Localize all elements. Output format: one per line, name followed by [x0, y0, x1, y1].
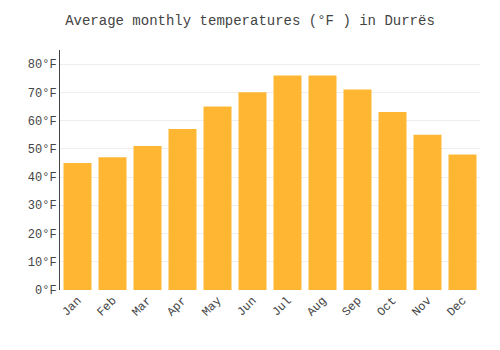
svg-text:May: May [199, 294, 224, 319]
svg-text:Feb: Feb [94, 294, 119, 319]
svg-text:50°F: 50°F [28, 143, 57, 157]
svg-text:10°F: 10°F [28, 256, 57, 270]
svg-text:30°F: 30°F [28, 199, 57, 213]
svg-text:Dec: Dec [444, 294, 469, 319]
svg-text:20°F: 20°F [28, 228, 57, 242]
svg-text:Aug: Aug [304, 294, 329, 319]
svg-text:Sep: Sep [339, 294, 364, 319]
svg-text:Oct: Oct [374, 294, 399, 319]
svg-text:70°F: 70°F [28, 87, 57, 101]
svg-text:Apr: Apr [164, 294, 189, 319]
svg-text:80°F: 80°F [28, 58, 57, 72]
svg-text:Jan: Jan [59, 294, 84, 319]
svg-text:Nov: Nov [409, 294, 434, 319]
svg-text:Jul: Jul [269, 294, 294, 319]
svg-text:40°F: 40°F [28, 171, 57, 185]
svg-text:Jun: Jun [234, 294, 259, 319]
svg-text:60°F: 60°F [28, 115, 57, 129]
svg-text:Average monthly temperatures (: Average monthly temperatures (°F ) in Du… [65, 13, 435, 29]
svg-text:0°F: 0°F [35, 284, 57, 298]
svg-text:Mar: Mar [129, 294, 154, 319]
